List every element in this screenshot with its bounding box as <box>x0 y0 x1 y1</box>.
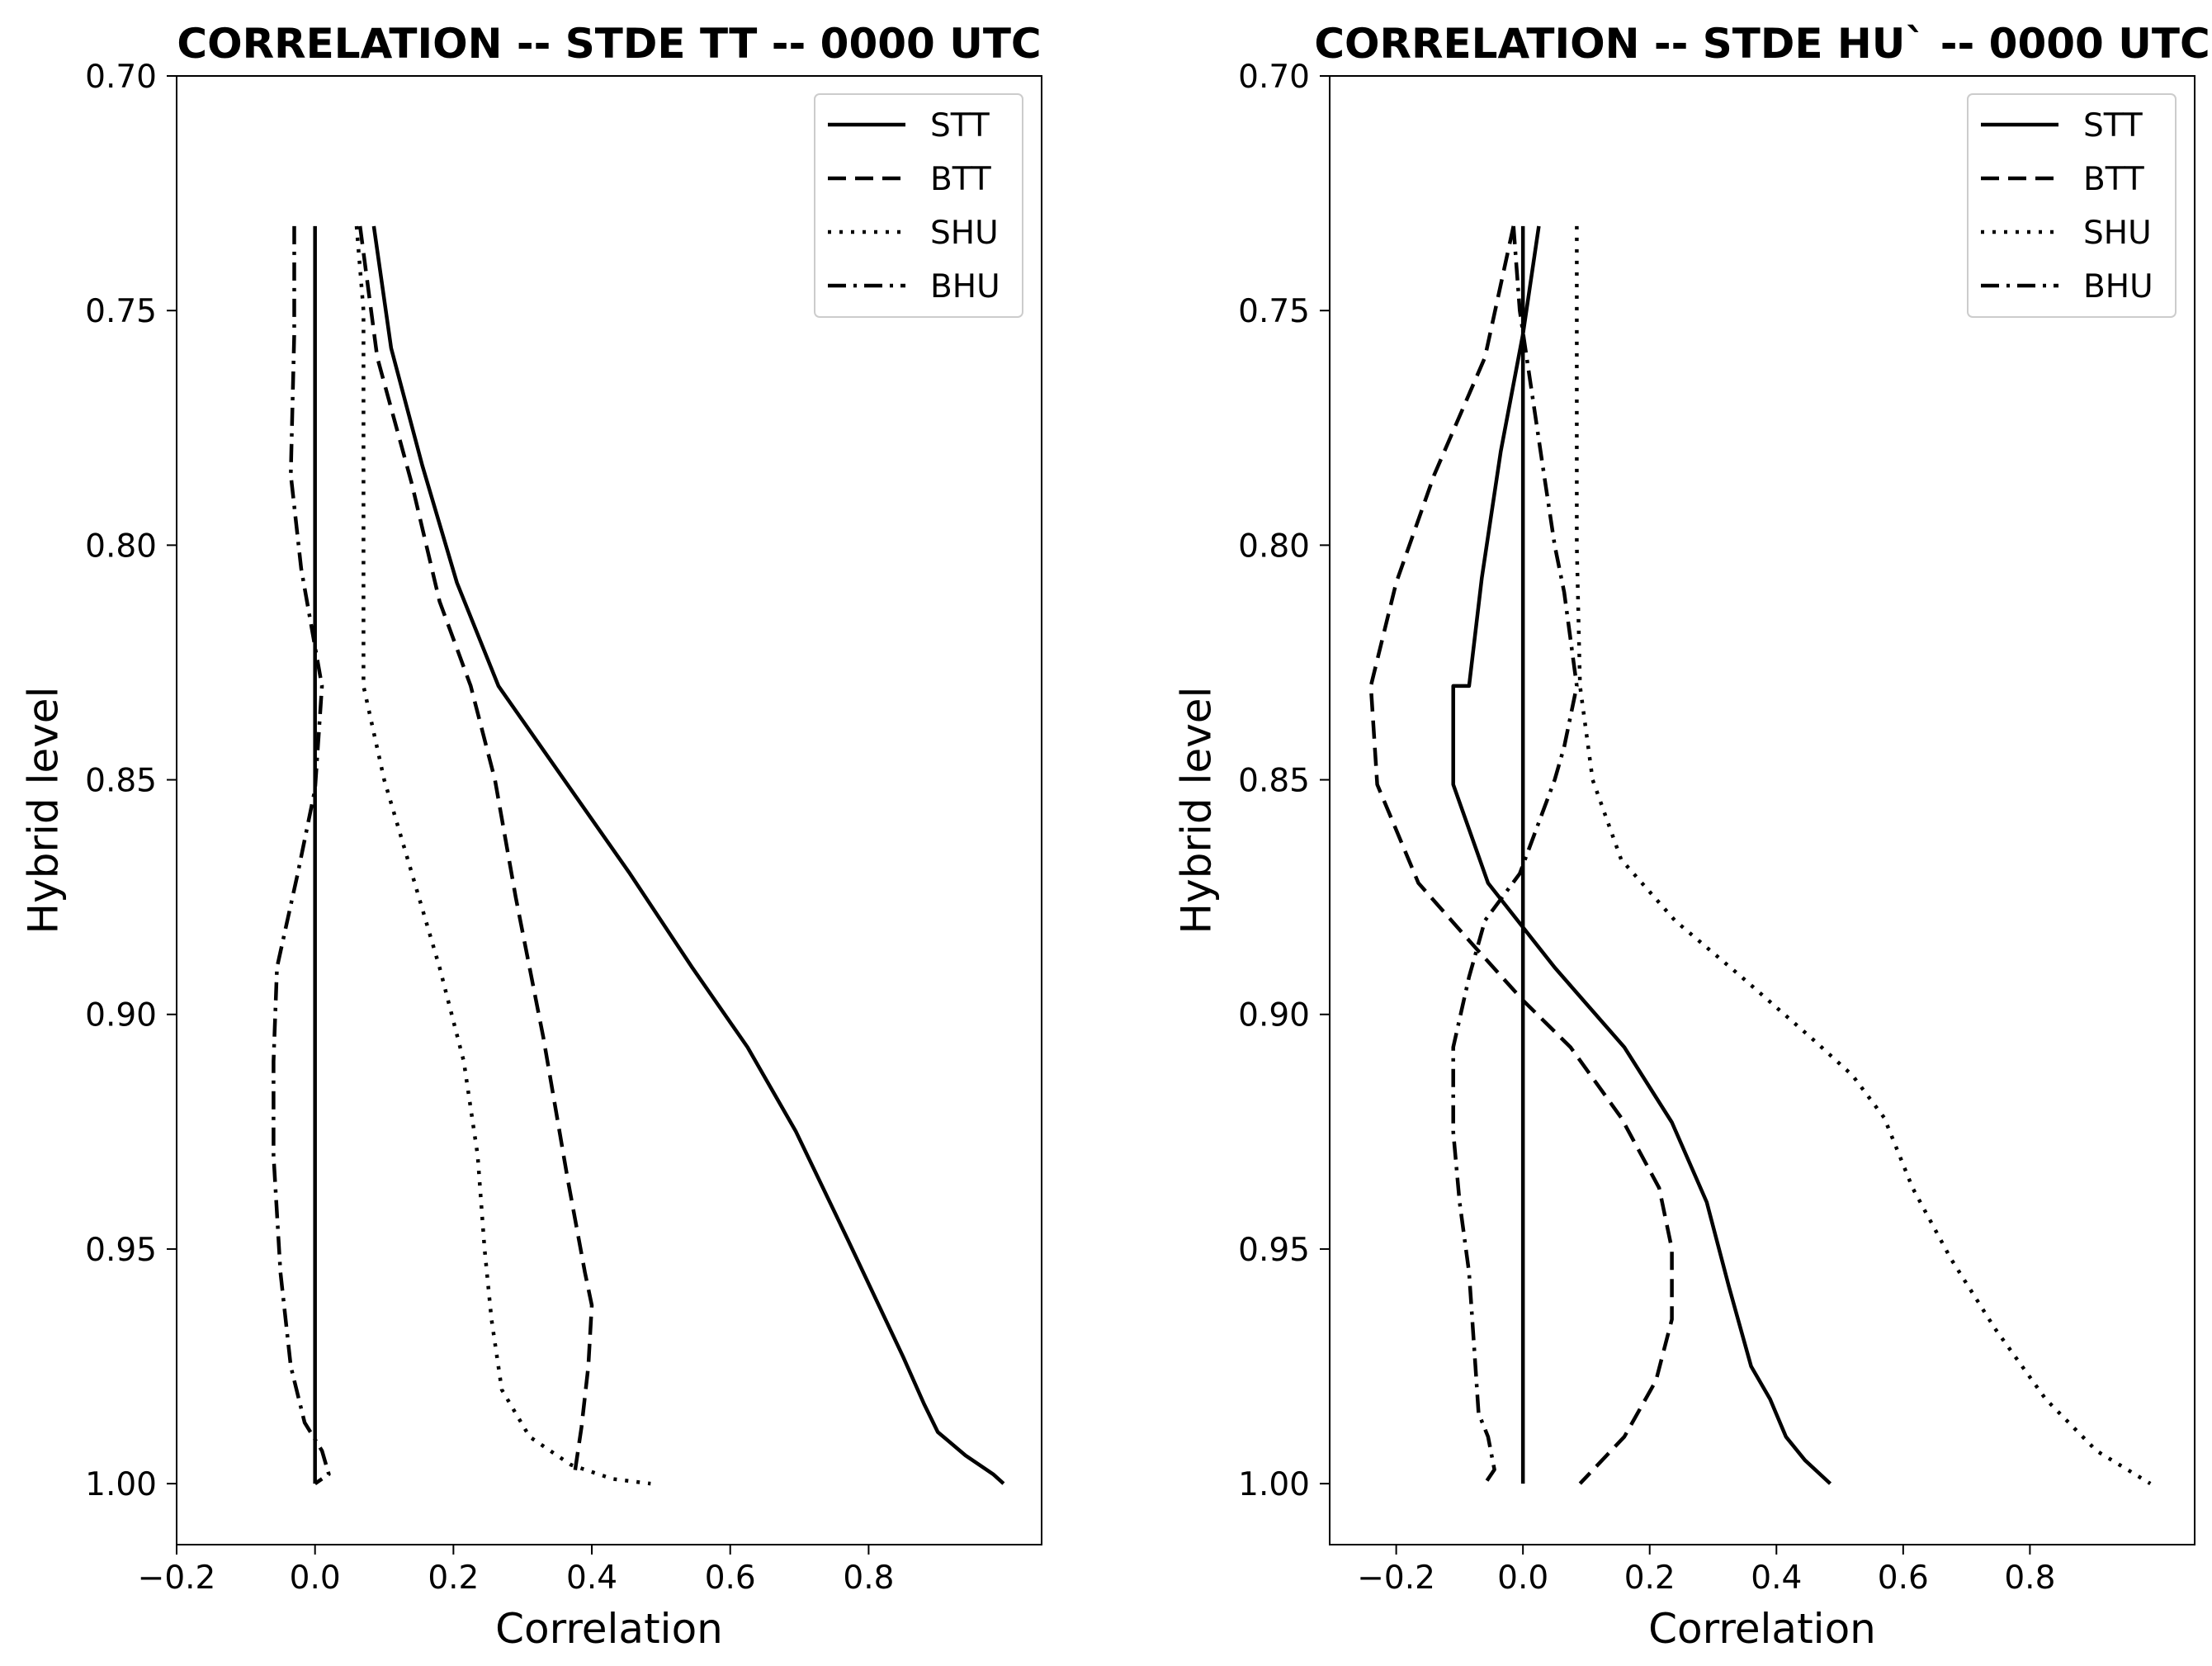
chart-panel-tt: CORRELATION -- STDE TT -- 0000 UTC −0.2 0.… <box>20 20 1042 1653</box>
chart-title: CORRELATION -- STDE TT -- 0000 UTC <box>177 20 1041 68</box>
y-tick-label: 0.75 <box>85 293 157 330</box>
y-tick-label: 0.95 <box>85 1232 157 1269</box>
x-tick-label: 0.8 <box>2004 1560 2055 1597</box>
legend-box <box>814 93 1023 318</box>
y-tick-label: 0.70 <box>1238 59 1310 96</box>
series-line-shu <box>354 225 651 1486</box>
plot-frame <box>1329 75 2195 1545</box>
y-tick-label: 0.80 <box>85 528 157 565</box>
legend-label-shu: SHU <box>930 215 999 252</box>
legend-label-stt: STT <box>930 107 990 144</box>
x-axis-label: Correlation <box>1648 1605 1876 1653</box>
x-tick-label: 0.0 <box>1497 1560 1548 1597</box>
x-tick-label: 0.2 <box>1624 1560 1676 1597</box>
y-tick-label: 0.90 <box>1238 997 1310 1034</box>
y-tick-label: 1.00 <box>1238 1466 1310 1503</box>
y-tick-label: 0.95 <box>1238 1232 1310 1269</box>
x-tick-label: 0.4 <box>1751 1560 1802 1597</box>
y-tick-label: 0.85 <box>85 763 157 800</box>
series-line-bhu <box>1451 225 1579 1485</box>
series-line-shu <box>1575 225 2152 1486</box>
series-line-btt <box>1368 225 1674 1485</box>
y-axis-label: Hybrid level <box>1173 687 1221 935</box>
x-tick-label: 0.0 <box>290 1560 341 1597</box>
legend-label-stt: STT <box>2083 107 2143 144</box>
y-tick-label: 0.80 <box>1238 528 1310 565</box>
series-line-stt <box>371 225 1005 1485</box>
legend-box <box>1967 93 2177 318</box>
x-tick-label: −0.2 <box>1357 1560 1435 1597</box>
x-tick-label: 0.6 <box>705 1560 756 1597</box>
x-axis-label: Correlation <box>495 1605 723 1653</box>
y-tick-label: 0.70 <box>85 59 157 96</box>
legend-label-shu: SHU <box>2083 215 2152 252</box>
y-tick-label: 1.00 <box>85 1466 157 1503</box>
legend-label-bhu: BHU <box>2083 268 2153 305</box>
chart-panel-hu: CORRELATION -- STDE HU` -- 0000 UTC −0.2 0… <box>1173 20 2210 1653</box>
x-tick-label: −0.2 <box>138 1560 216 1597</box>
x-tick-label: 0.8 <box>843 1560 894 1597</box>
x-tick-label: 0.6 <box>1878 1560 1929 1597</box>
x-tick-label: 0.2 <box>428 1560 479 1597</box>
y-axis-label: Hybrid level <box>20 687 68 935</box>
series-line-btt <box>357 225 594 1475</box>
legend-label-btt: BTT <box>2083 161 2144 198</box>
x-tick-label: 0.4 <box>566 1560 617 1597</box>
legend-label-bhu: BHU <box>930 268 1000 305</box>
series-line-bhu <box>272 225 331 1485</box>
plot-frame <box>176 75 1042 1545</box>
y-tick-label: 0.90 <box>85 997 157 1034</box>
chart-title: CORRELATION -- STDE HU` -- 0000 UTC <box>1314 20 2210 68</box>
y-tick-label: 0.75 <box>1238 293 1310 330</box>
legend-label-btt: BTT <box>930 161 991 198</box>
series-line-stt <box>1451 225 1832 1485</box>
y-tick-label: 0.85 <box>1238 763 1310 800</box>
